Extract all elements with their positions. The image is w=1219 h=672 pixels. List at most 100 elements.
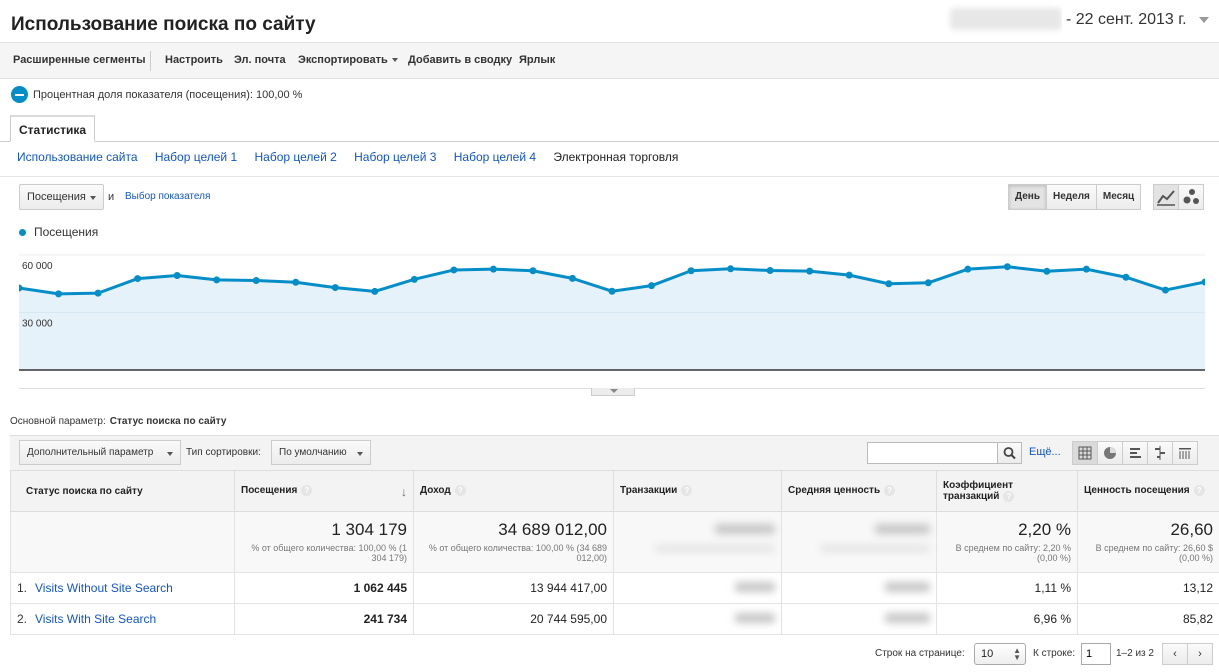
- legend-swatch: [19, 229, 26, 236]
- totals-revenue: 34 689 012,00: [498, 520, 607, 539]
- totals-label-cell: [10, 511, 235, 573]
- data-point[interactable]: [213, 276, 221, 284]
- period-day-button[interactable]: День: [1008, 184, 1047, 210]
- prev-page-button[interactable]: ‹: [1162, 643, 1188, 665]
- date-range-label: - 22 сент. 2013 г.: [1066, 11, 1187, 28]
- subtab-goal-set-1[interactable]: Набор целей 1: [154, 150, 238, 164]
- help-icon[interactable]: ?: [1193, 485, 1205, 497]
- subtab-goal-set-2[interactable]: Набор целей 2: [254, 150, 337, 164]
- data-point[interactable]: [331, 284, 339, 292]
- data-point[interactable]: [489, 265, 497, 273]
- subtab-site-usage[interactable]: Использование сайта: [17, 150, 138, 164]
- table-search-input[interactable]: [867, 442, 998, 464]
- data-point[interactable]: [648, 282, 656, 290]
- header-conversion-rate[interactable]: Коэффициент транзакций?: [936, 470, 1078, 512]
- help-icon[interactable]: ?: [884, 485, 896, 497]
- data-point[interactable]: [292, 278, 300, 286]
- data-point[interactable]: [371, 287, 379, 295]
- totals-avg-value-cell-blurred: [781, 511, 937, 573]
- data-point[interactable]: [608, 287, 616, 295]
- header-transactions[interactable]: Транзакции?: [613, 470, 782, 512]
- row-dimension-cell: 2. Visits With Site Search: [10, 603, 235, 635]
- help-icon[interactable]: ?: [1003, 490, 1015, 502]
- subtab-goal-set-3[interactable]: Набор целей 3: [354, 150, 437, 164]
- data-point[interactable]: [766, 267, 774, 275]
- help-icon[interactable]: ?: [454, 485, 466, 497]
- data-point[interactable]: [568, 274, 576, 282]
- data-point[interactable]: [845, 271, 853, 279]
- segment-label: Процентная доля показателя (посещения): …: [33, 89, 303, 101]
- help-icon[interactable]: ?: [681, 485, 693, 497]
- view-pivot-button[interactable]: [1172, 441, 1198, 465]
- chart-collapse-handle[interactable]: [591, 388, 635, 396]
- visits-chart: 60 000 30 000: [15, 245, 1209, 390]
- export-button[interactable]: Экспортировать: [298, 54, 398, 66]
- row-visits: 241 734: [234, 603, 414, 635]
- tab-statistics[interactable]: Статистика: [10, 115, 96, 142]
- data-point[interactable]: [134, 275, 142, 283]
- shortcut-button[interactable]: Ярлык: [519, 54, 556, 66]
- rows-per-page-select[interactable]: 10 ▲ ▼: [974, 643, 1026, 665]
- goto-row-input[interactable]: [1081, 643, 1111, 665]
- metric-select[interactable]: Посещения: [19, 184, 104, 210]
- advanced-segments-button[interactable]: Расширенные сегменты: [13, 54, 146, 66]
- data-point[interactable]: [1082, 265, 1090, 273]
- sort-type-select[interactable]: По умолчанию: [271, 440, 371, 465]
- data-point[interactable]: [252, 276, 260, 284]
- data-point[interactable]: [687, 267, 695, 275]
- date-range-picker[interactable]: - 22 сент. 2013 г.: [1062, 7, 1211, 33]
- customize-button[interactable]: Настроить: [165, 54, 223, 66]
- advanced-filter-link[interactable]: Ещё...: [1029, 446, 1061, 458]
- chevron-down-icon: [610, 389, 618, 393]
- data-point[interactable]: [1003, 263, 1011, 271]
- data-point[interactable]: [94, 289, 102, 297]
- data-point[interactable]: [55, 290, 63, 298]
- table-search-button[interactable]: [997, 442, 1022, 464]
- segment-toggle-icon[interactable]: [11, 86, 28, 103]
- view-performance-button[interactable]: [1122, 441, 1148, 465]
- rows-per-page-label: Строк на странице:: [875, 648, 965, 659]
- subtab-goal-set-4[interactable]: Набор целей 4: [453, 150, 537, 164]
- data-point[interactable]: [173, 272, 181, 280]
- line-chart-button[interactable]: [1153, 184, 1179, 210]
- choose-metric-link[interactable]: Выбор показателя: [125, 191, 211, 202]
- data-point[interactable]: [806, 267, 814, 275]
- data-point[interactable]: [885, 280, 893, 288]
- totals-per-visit-value: 26,60: [1170, 520, 1213, 539]
- data-point[interactable]: [727, 265, 735, 273]
- data-point[interactable]: [1043, 267, 1051, 275]
- header-revenue[interactable]: Доход?: [413, 470, 614, 512]
- add-to-dashboard-button[interactable]: Добавить в сводку: [408, 54, 513, 66]
- data-point[interactable]: [410, 275, 418, 283]
- view-table-button[interactable]: [1072, 441, 1098, 465]
- report-table: Статус поиска по сайту Посещения? ↓ Доход…: [10, 470, 1219, 635]
- data-point[interactable]: [1161, 286, 1169, 294]
- totals-conversion: 2,20 %: [1018, 520, 1071, 539]
- secondary-dimension-select[interactable]: Дополнительный параметр: [19, 440, 181, 465]
- email-button[interactable]: Эл. почта: [234, 54, 286, 66]
- header-per-visit-value[interactable]: Ценность посещения?: [1077, 470, 1219, 512]
- period-month-button[interactable]: Месяц: [1095, 184, 1142, 210]
- subtab-ecommerce[interactable]: Электронная торговля: [553, 150, 679, 164]
- header-site-search-status[interactable]: Статус поиска по сайту: [10, 470, 235, 512]
- data-point[interactable]: [924, 279, 932, 287]
- data-point[interactable]: [1122, 273, 1130, 281]
- next-page-button[interactable]: ›: [1187, 643, 1213, 665]
- header-visits[interactable]: Посещения? ↓: [234, 470, 414, 512]
- help-icon[interactable]: ?: [301, 485, 313, 497]
- row-dimension-link[interactable]: Visits With Site Search: [35, 612, 157, 626]
- row-dimension-link[interactable]: Visits Without Site Search: [35, 581, 173, 595]
- data-point[interactable]: [529, 267, 537, 275]
- data-point[interactable]: [450, 266, 458, 274]
- period-week-button[interactable]: Неделя: [1046, 184, 1097, 210]
- y-tick-label: 60 000: [22, 261, 53, 272]
- metric-select-label: Посещения: [27, 191, 86, 203]
- view-pie-button[interactable]: [1097, 441, 1123, 465]
- table-row: 2. Visits With Site Search 241 734 20 744…: [10, 603, 1219, 635]
- header-average-value[interactable]: Средняя ценность?: [781, 470, 937, 512]
- motion-chart-button[interactable]: [1178, 184, 1204, 210]
- pie-chart-icon: [1104, 447, 1116, 459]
- data-point[interactable]: [964, 265, 972, 273]
- row-avg-value-blurred: [781, 603, 937, 635]
- view-comparison-button[interactable]: [1147, 441, 1173, 465]
